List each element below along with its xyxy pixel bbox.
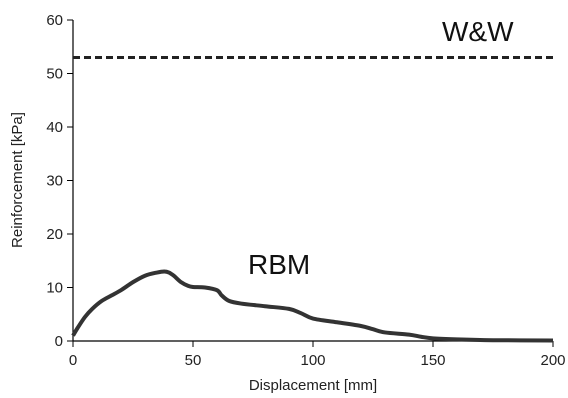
series-label-ww: W&W [442, 16, 514, 47]
y-tick-label: 40 [46, 119, 63, 136]
x-tick-label: 100 [300, 352, 325, 369]
y-axis-title: Reinforcement [kPa] [9, 112, 26, 248]
series-line-rbm [71, 269, 554, 343]
series-layer [71, 55, 554, 343]
x-tick-label: 200 [540, 352, 565, 369]
x-tick-label: 50 [185, 352, 202, 369]
y-ticks: 0 10 20 30 40 50 60 [46, 12, 73, 350]
x-axis-title: Displacement [mm] [249, 377, 377, 394]
x-tick-label: 150 [420, 352, 445, 369]
y-tick-label: 0 [55, 333, 63, 350]
y-tick-label: 30 [46, 173, 63, 190]
series-label-rbm: RBM [248, 249, 310, 280]
x-tick-label: 0 [69, 352, 77, 369]
x-ticks: 0 50 100 150 200 [69, 341, 566, 369]
y-tick-label: 60 [46, 12, 63, 29]
y-tick-label: 50 [46, 66, 63, 83]
y-tick-label: 20 [46, 226, 63, 243]
axes [72, 20, 553, 342]
y-tick-label: 10 [46, 280, 63, 297]
